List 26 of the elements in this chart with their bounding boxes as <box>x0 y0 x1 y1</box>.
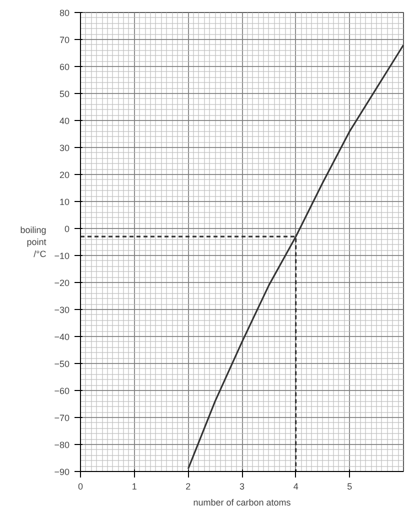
y-tick-label: 50 <box>59 89 70 99</box>
x-tick-label: 3 <box>239 482 245 492</box>
y-tick-label: −90 <box>54 467 70 477</box>
y-tick-label: −10 <box>54 251 70 261</box>
y-tick-label: −30 <box>54 305 70 315</box>
x-tick-label: 0 <box>78 482 84 492</box>
y-tick-label: −80 <box>54 440 70 450</box>
y-tick-label: 40 <box>59 116 70 126</box>
y-tick-label: 70 <box>59 35 70 45</box>
y-tick-label: 0 <box>64 224 70 234</box>
y-tick-label: −60 <box>54 386 70 396</box>
x-axis-title: number of carbon atoms <box>193 498 292 508</box>
y-tick-label: 30 <box>59 143 70 153</box>
y-tick-label: −70 <box>54 413 70 423</box>
y-tick-label: 20 <box>59 170 70 180</box>
y-tick-label: −50 <box>54 359 70 369</box>
y-tick-label: −40 <box>54 332 70 342</box>
x-tick-label: 2 <box>186 482 191 492</box>
y-axis-title: boiling point /°C <box>20 225 47 259</box>
y-tick-label: −20 <box>54 278 70 288</box>
y-tick-label: 60 <box>59 62 70 72</box>
x-tick-label: 1 <box>132 482 137 492</box>
x-tick-label: 5 <box>347 482 352 492</box>
y-tick-label: 10 <box>59 197 70 207</box>
x-tick-label: 4 <box>293 482 298 492</box>
y-tick-label: 80 <box>59 8 70 18</box>
